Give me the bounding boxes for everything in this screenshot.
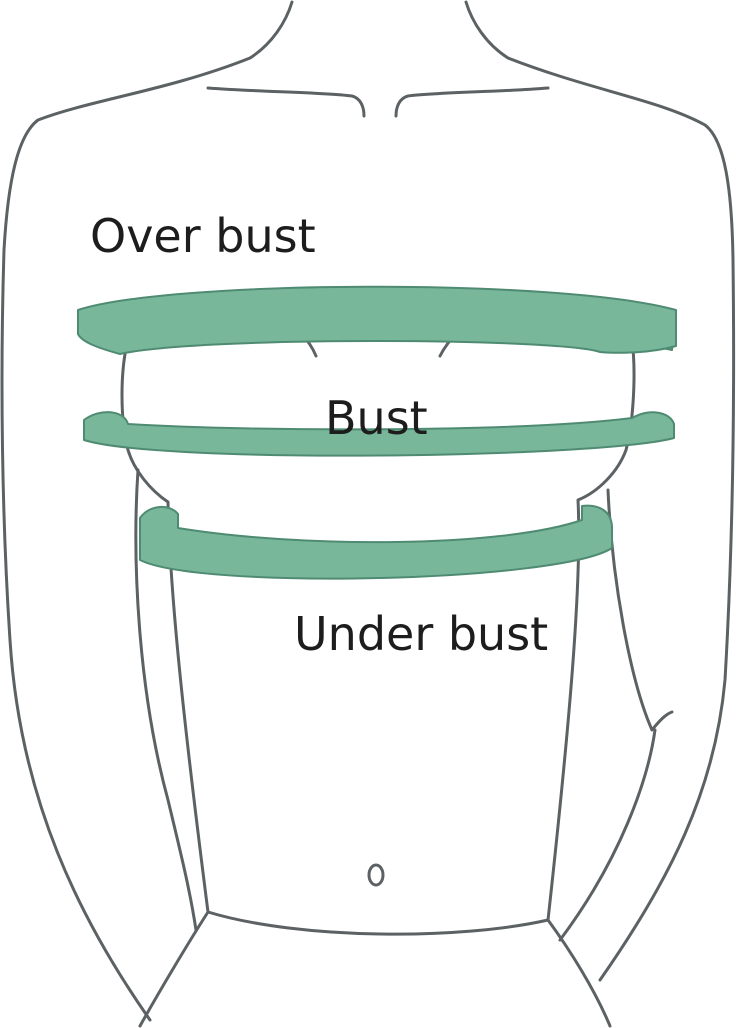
- right-shoulder-arm-line: [506, 56, 736, 982]
- right-hip-line: [546, 918, 612, 1028]
- right-collarbone-line: [394, 86, 550, 118]
- right-inner-arm-line: [606, 488, 674, 732]
- neck-right-line: [464, 0, 510, 60]
- bust-label: Bust: [325, 391, 428, 445]
- right-forearm-line: [558, 728, 657, 942]
- left-inner-arm-line: [134, 468, 198, 932]
- under-bust-band: [139, 504, 613, 580]
- bust-band: [83, 411, 675, 457]
- over-bust-label: Over bust: [90, 209, 316, 263]
- right-torso-side-line: [546, 338, 636, 922]
- left-shoulder-arm-line: [0, 56, 252, 1022]
- under-bust-band-front: [139, 504, 613, 580]
- navel: [367, 863, 385, 887]
- waistband-line: [206, 910, 550, 936]
- left-collarbone-line: [206, 86, 366, 118]
- bust-band-front: [83, 411, 675, 457]
- under-bust-label: Under bust: [294, 607, 548, 661]
- left-torso-side-line: [120, 338, 210, 914]
- neck-left-line: [248, 0, 294, 60]
- over-bust-band-front: [77, 285, 677, 355]
- over-bust-band: [77, 285, 677, 355]
- left-hip-line: [138, 910, 210, 1028]
